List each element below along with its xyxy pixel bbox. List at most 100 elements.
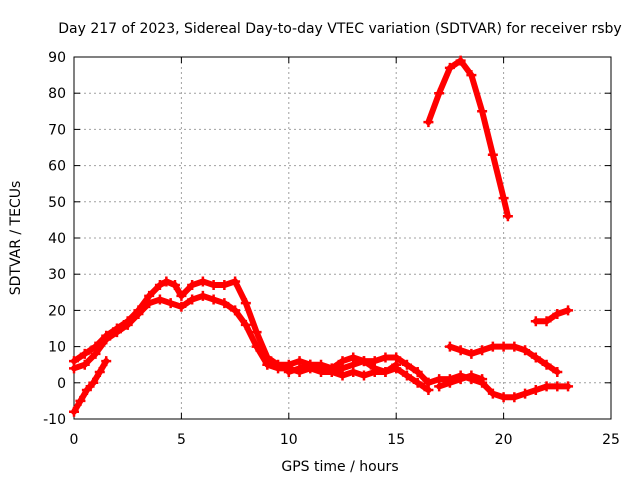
data-point	[455, 345, 466, 356]
data-point	[240, 319, 251, 330]
series-late-mid-tail	[434, 370, 488, 392]
data-point	[197, 290, 208, 301]
data-marks	[69, 55, 574, 417]
series-early-ramp	[69, 356, 112, 417]
data-point	[498, 193, 509, 204]
data-point	[423, 117, 434, 128]
data-point	[348, 359, 359, 370]
data-point	[230, 276, 241, 287]
y-tick-label: 80	[48, 86, 66, 102]
data-point	[316, 363, 327, 374]
data-point	[455, 374, 466, 385]
data-point	[563, 381, 574, 392]
data-point	[69, 406, 79, 417]
data-point	[520, 388, 531, 399]
data-point	[75, 395, 86, 406]
grid-lines	[74, 57, 611, 419]
data-point	[444, 62, 455, 73]
data-point	[466, 348, 477, 359]
data-point	[380, 366, 391, 377]
series-line	[71, 292, 432, 394]
x-axis-label: GPS time / hours	[281, 459, 398, 475]
data-point	[358, 370, 369, 381]
data-point	[273, 363, 284, 374]
y-tick-label: 40	[48, 231, 66, 247]
data-point	[502, 211, 513, 222]
x-tick-label: 15	[387, 432, 405, 448]
data-point	[337, 363, 348, 374]
x-tick-label: 0	[70, 432, 79, 448]
data-point	[305, 359, 316, 370]
data-point	[79, 348, 90, 359]
data-point	[530, 352, 541, 363]
data-point	[111, 327, 122, 338]
data-point	[165, 298, 176, 309]
data-point	[262, 359, 273, 370]
data-point	[530, 385, 541, 396]
data-point	[412, 366, 423, 377]
data-point	[509, 341, 520, 352]
data-point	[434, 88, 445, 99]
series-main-band-lower	[69, 290, 434, 396]
data-point	[358, 356, 369, 367]
data-point	[101, 334, 112, 345]
data-point	[133, 309, 144, 320]
data-point	[401, 359, 412, 370]
data-point	[487, 149, 498, 160]
y-tick-label: 10	[48, 340, 66, 356]
y-tick-label: 70	[48, 122, 66, 138]
data-point	[283, 366, 294, 377]
data-point	[466, 70, 477, 81]
data-point	[88, 377, 99, 388]
y-axis-ticks: -10 0 10 20 30 40 50 60 70 80 90	[43, 50, 611, 428]
data-point	[219, 298, 230, 309]
data-point	[294, 363, 305, 374]
data-point	[187, 280, 198, 291]
data-point	[122, 319, 133, 330]
data-point	[444, 341, 455, 352]
data-point	[455, 55, 466, 66]
series-line	[425, 57, 511, 220]
data-point	[552, 309, 563, 320]
series-mid-band-extra	[283, 356, 402, 377]
data-point	[444, 377, 455, 388]
data-point	[541, 359, 552, 370]
y-tick-label: -10	[43, 412, 66, 428]
data-point	[466, 370, 477, 381]
data-point	[541, 316, 552, 327]
data-point	[552, 366, 563, 377]
y-tick-label: 30	[48, 267, 66, 283]
data-point	[154, 294, 165, 305]
data-point	[520, 345, 531, 356]
data-point	[81, 385, 92, 396]
data-point	[219, 280, 230, 291]
data-point	[144, 298, 155, 309]
data-point	[197, 276, 208, 287]
y-tick-label: 90	[48, 50, 66, 66]
data-point	[90, 348, 101, 359]
y-tick-label: 60	[48, 159, 66, 175]
data-point	[94, 366, 105, 377]
series-end-segment	[530, 305, 574, 327]
data-point	[477, 374, 488, 385]
data-point	[161, 276, 172, 287]
series-line	[532, 307, 572, 325]
x-tick-label: 5	[177, 432, 186, 448]
data-point	[208, 280, 219, 291]
data-point	[434, 381, 445, 392]
data-point	[401, 370, 412, 381]
data-point	[477, 345, 488, 356]
data-point	[69, 363, 79, 374]
data-point	[230, 305, 241, 316]
y-tick-label: 50	[48, 195, 66, 211]
y-tick-label: 20	[48, 303, 66, 319]
data-point	[240, 298, 251, 309]
y-axis-label: SDTVAR / TECUs	[8, 181, 24, 296]
data-point	[251, 341, 262, 352]
series-late-upper-tail	[444, 341, 563, 377]
data-point	[412, 377, 423, 388]
data-point	[498, 341, 509, 352]
data-point	[498, 392, 509, 403]
x-tick-label: 20	[495, 432, 513, 448]
